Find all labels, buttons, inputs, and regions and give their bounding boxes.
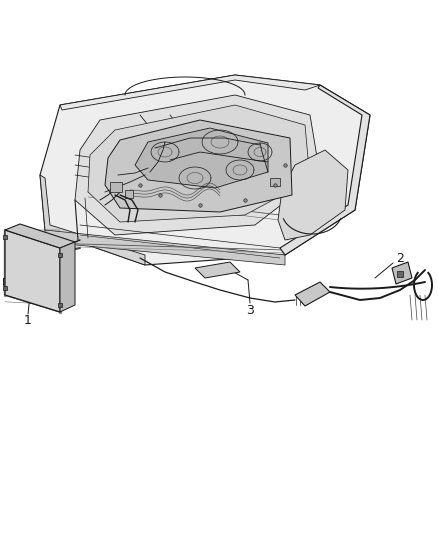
Polygon shape bbox=[110, 182, 122, 192]
Polygon shape bbox=[125, 190, 133, 198]
Polygon shape bbox=[270, 178, 280, 186]
Polygon shape bbox=[60, 75, 320, 110]
Polygon shape bbox=[88, 105, 310, 222]
Polygon shape bbox=[40, 75, 370, 265]
Text: 2: 2 bbox=[396, 252, 404, 264]
Polygon shape bbox=[40, 175, 145, 265]
Polygon shape bbox=[75, 95, 320, 235]
Polygon shape bbox=[280, 85, 370, 255]
Polygon shape bbox=[5, 224, 75, 248]
Polygon shape bbox=[135, 128, 268, 188]
Polygon shape bbox=[60, 242, 75, 312]
Polygon shape bbox=[392, 262, 412, 284]
Polygon shape bbox=[278, 150, 348, 240]
Text: 1: 1 bbox=[24, 313, 32, 327]
Polygon shape bbox=[105, 120, 292, 212]
Polygon shape bbox=[195, 262, 240, 278]
Polygon shape bbox=[5, 230, 60, 312]
Polygon shape bbox=[45, 230, 285, 265]
Polygon shape bbox=[295, 282, 330, 306]
Text: 3: 3 bbox=[246, 303, 254, 317]
